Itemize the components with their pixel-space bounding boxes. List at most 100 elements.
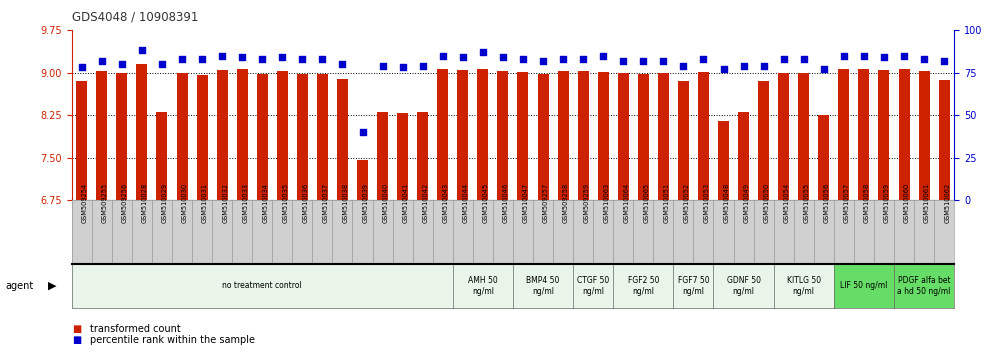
- Point: [495, 55, 511, 60]
- Bar: [477, 69, 488, 200]
- Bar: [678, 81, 689, 200]
- Point: [254, 56, 270, 62]
- Point: [455, 55, 471, 60]
- Text: GSM510046: GSM510046: [503, 182, 509, 223]
- Point: [295, 56, 311, 62]
- Text: AMH 50
ng/ml: AMH 50 ng/ml: [468, 276, 498, 296]
- Point: [154, 61, 170, 67]
- Bar: [938, 80, 949, 200]
- Point: [274, 55, 290, 60]
- Point: [675, 63, 691, 69]
- Bar: [738, 112, 749, 200]
- Text: GSM510054: GSM510054: [784, 182, 790, 223]
- Point: [695, 56, 711, 62]
- Text: GSM510063: GSM510063: [604, 183, 610, 223]
- Bar: [136, 64, 147, 200]
- Text: GSM509258: GSM509258: [563, 182, 569, 223]
- Text: GSM510057: GSM510057: [844, 182, 850, 223]
- Text: GSM510064: GSM510064: [623, 182, 629, 223]
- Point: [234, 55, 250, 60]
- Text: GSM509259: GSM509259: [583, 183, 590, 223]
- Text: GDNF 50
ng/ml: GDNF 50 ng/ml: [726, 276, 761, 296]
- Text: GSM510052: GSM510052: [683, 182, 689, 223]
- Bar: [657, 73, 669, 200]
- Point: [936, 58, 952, 63]
- Point: [355, 129, 371, 135]
- Text: agent: agent: [5, 281, 33, 291]
- Point: [555, 56, 571, 62]
- Text: GSM510033: GSM510033: [242, 183, 248, 223]
- Text: GSM509256: GSM509256: [122, 182, 127, 223]
- Point: [335, 61, 351, 67]
- Point: [575, 56, 591, 62]
- Text: GSM510059: GSM510059: [884, 183, 890, 223]
- Bar: [77, 81, 88, 200]
- Point: [715, 66, 731, 72]
- Text: GSM510037: GSM510037: [323, 183, 329, 223]
- Point: [616, 58, 631, 63]
- Point: [174, 56, 190, 62]
- Text: GSM510062: GSM510062: [944, 182, 950, 223]
- Text: GSM510060: GSM510060: [904, 182, 910, 223]
- Text: GSM510036: GSM510036: [303, 183, 309, 223]
- Text: GSM510044: GSM510044: [463, 182, 469, 223]
- Point: [876, 55, 892, 60]
- Point: [596, 53, 612, 58]
- Bar: [176, 73, 187, 200]
- Bar: [297, 74, 308, 200]
- Text: GSM510045: GSM510045: [483, 182, 489, 223]
- Bar: [437, 69, 448, 200]
- Text: GSM510038: GSM510038: [343, 183, 349, 223]
- Point: [94, 58, 110, 63]
- Bar: [898, 69, 909, 200]
- Text: GSM510030: GSM510030: [182, 183, 188, 223]
- Text: GSM510058: GSM510058: [864, 182, 870, 223]
- Bar: [918, 71, 929, 200]
- Bar: [598, 72, 609, 200]
- Bar: [538, 74, 549, 200]
- Text: GSM510029: GSM510029: [162, 183, 168, 223]
- Text: ■: ■: [72, 324, 81, 334]
- Text: GSM510055: GSM510055: [804, 182, 810, 223]
- Text: GSM510047: GSM510047: [523, 182, 529, 223]
- Bar: [377, 112, 388, 200]
- Point: [655, 58, 671, 63]
- Point: [194, 56, 210, 62]
- Bar: [578, 72, 589, 200]
- Text: BMP4 50
ng/ml: BMP4 50 ng/ml: [526, 276, 560, 296]
- Text: GSM510049: GSM510049: [744, 183, 750, 223]
- Bar: [618, 73, 628, 200]
- Text: GSM510051: GSM510051: [663, 183, 669, 223]
- Bar: [457, 70, 468, 200]
- Text: GSM509257: GSM509257: [543, 182, 549, 223]
- Bar: [277, 72, 288, 200]
- Text: GSM509255: GSM509255: [102, 182, 108, 223]
- Bar: [417, 112, 428, 200]
- Bar: [397, 113, 408, 200]
- Text: FGF2 50
ng/ml: FGF2 50 ng/ml: [627, 276, 659, 296]
- Text: GSM510040: GSM510040: [382, 182, 388, 223]
- Text: transformed count: transformed count: [90, 324, 180, 334]
- Bar: [698, 72, 709, 200]
- Point: [736, 63, 752, 69]
- Point: [114, 61, 129, 67]
- Text: GSM510028: GSM510028: [141, 182, 148, 223]
- Bar: [216, 70, 228, 200]
- Bar: [839, 69, 850, 200]
- Text: GSM510061: GSM510061: [924, 183, 930, 223]
- Bar: [778, 73, 789, 200]
- Text: no treatment control: no treatment control: [222, 281, 302, 290]
- Bar: [819, 115, 830, 200]
- Point: [856, 53, 872, 58]
- Bar: [637, 74, 648, 200]
- Point: [916, 56, 932, 62]
- Text: GSM510048: GSM510048: [723, 182, 729, 223]
- Point: [475, 49, 491, 55]
- Text: PDGF alfa bet
a hd 50 ng/ml: PDGF alfa bet a hd 50 ng/ml: [897, 276, 951, 296]
- Text: percentile rank within the sample: percentile rank within the sample: [90, 335, 255, 345]
- Point: [74, 65, 90, 70]
- Point: [796, 56, 812, 62]
- Text: GSM510056: GSM510056: [824, 182, 830, 223]
- Point: [515, 56, 531, 62]
- Point: [535, 58, 551, 63]
